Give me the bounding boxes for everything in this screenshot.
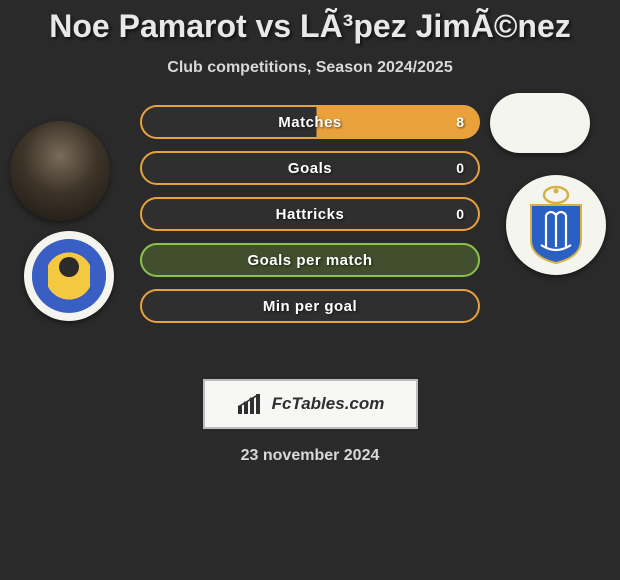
competition-subtitle: Club competitions, Season 2024/2025 <box>0 59 620 77</box>
stat-label: Goals per match <box>247 252 372 269</box>
stat-label: Min per goal <box>263 298 357 315</box>
comparison-panel: Matches 8 Goals 0 Hattricks 0 Goals per … <box>0 105 620 365</box>
stat-value-right: 0 <box>456 160 464 176</box>
stat-row-min-per-goal: Min per goal <box>140 289 480 323</box>
stat-row-goals: Goals 0 <box>140 151 480 185</box>
stat-row-hattricks: Hattricks 0 <box>140 197 480 231</box>
bar-chart-icon <box>236 392 264 416</box>
brand-text: FcTables.com <box>272 394 385 414</box>
stat-value-right: 0 <box>456 206 464 222</box>
stat-label: Matches <box>278 114 342 131</box>
stat-row-goals-per-match: Goals per match <box>140 243 480 277</box>
stat-row-matches: Matches 8 <box>140 105 480 139</box>
club-right-badge <box>506 175 606 275</box>
page-title: Noe Pamarot vs LÃ³pez JimÃ©nez <box>0 0 620 45</box>
stat-bar-list: Matches 8 Goals 0 Hattricks 0 Goals per … <box>140 105 480 323</box>
stat-value-right: 8 <box>456 114 464 130</box>
club-left-badge <box>24 231 114 321</box>
shield-icon <box>521 185 591 265</box>
branding-box[interactable]: FcTables.com <box>203 379 418 429</box>
stat-label: Goals <box>288 160 332 177</box>
player-right-avatar <box>490 93 590 153</box>
stat-label: Hattricks <box>276 206 345 223</box>
date-label: 23 november 2024 <box>0 447 620 465</box>
player-left-avatar <box>10 121 110 221</box>
